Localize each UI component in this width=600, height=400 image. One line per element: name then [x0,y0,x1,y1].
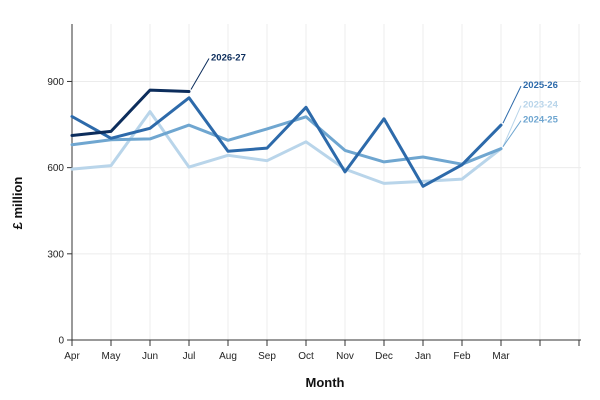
grid [71,24,581,340]
series-label-leader [502,105,522,147]
x-tick-label: Sep [258,351,276,362]
series-line-2024-25 [70,115,503,166]
y-tick-label: 900 [47,77,64,88]
series-label-2025-26: 2025-26 [523,80,558,91]
series-label-2023-24: 2023-24 [523,100,559,111]
series-line-2026-27 [70,88,191,137]
x-tick-label: Jan [415,351,431,362]
x-axis-title: Month [306,375,345,390]
y-tick-label: 300 [47,249,64,260]
x-tick-label: Oct [298,351,314,362]
series-line-2025-26 [70,96,503,188]
series-label-leader [502,120,522,147]
x-tick-label: Aug [219,351,237,362]
series-label-2026-27: 2026-27 [211,53,246,64]
x-tick-label: Apr [64,351,80,362]
axes: £ million Month 0 300 600 900 Apr May Jun Jul Au… [10,24,581,390]
series-label-leader [502,85,522,124]
x-tick-label: Jul [183,351,196,362]
series-lines [70,88,503,188]
y-tick-label: 0 [58,336,64,347]
x-tick-label: Jun [142,351,158,362]
x-tick-label: Feb [453,351,471,362]
x-tick-label: Dec [375,351,393,362]
y-tick-label: 600 [47,163,64,174]
x-tick-label: Mar [492,351,510,362]
series-labels: 2023-24 2024-25 2025-26 2026-27 [190,53,559,147]
x-tick-label: May [102,351,121,362]
series-label-2024-25: 2024-25 [523,115,559,126]
x-tick-label: Nov [336,351,354,362]
series-label-leader [190,58,210,90]
y-axis-title: £ million [10,177,25,230]
